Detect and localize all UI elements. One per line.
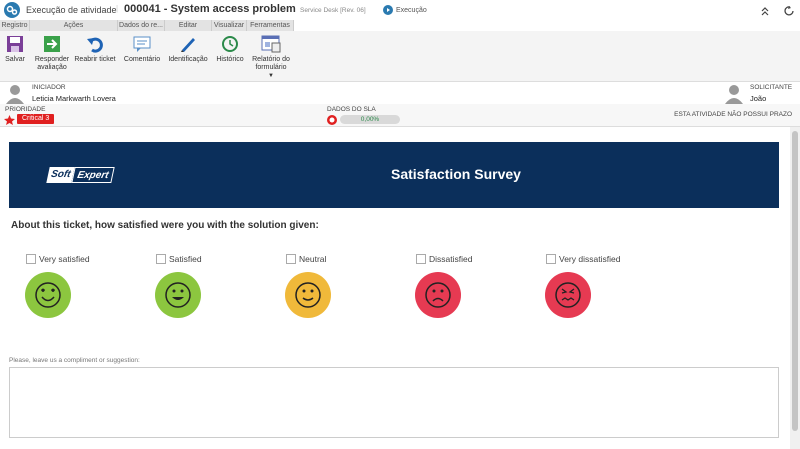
option[interactable]: Neutral [286, 254, 326, 264]
logo-part: Expert [71, 167, 115, 183]
button-label: Responder avaliação [34, 56, 70, 71]
module-name: Execução de atividade [26, 5, 117, 15]
reopen-button[interactable]: Reabrir ticket [74, 33, 116, 79]
toolbar-groups-bg [0, 20, 294, 31]
face-dissatisfied [415, 272, 461, 318]
history-button[interactable]: Histórico [213, 33, 247, 79]
priority-row [0, 104, 800, 127]
face-neutral [285, 272, 331, 318]
status-icon [383, 5, 393, 15]
window-controls[interactable] [760, 5, 796, 17]
ticket-title: 000041 - System access problem [124, 3, 296, 15]
separator: | [116, 4, 119, 13]
suggestion-label: Please, leave us a compliment or suggest… [9, 357, 140, 364]
face-satisfied [155, 272, 201, 318]
button-label: Histórico [216, 56, 244, 63]
priority-badge: Critical 3 [17, 114, 55, 124]
option-label: Very satisfied [39, 254, 90, 264]
form-report-button[interactable]: Relatório do formulário ▼ [249, 33, 293, 79]
toolbar-bg [0, 31, 800, 82]
app-icon [4, 2, 20, 18]
group-label: Registro [0, 20, 30, 31]
survey-banner [9, 142, 779, 208]
initiator-avatar [6, 85, 24, 104]
save-button[interactable]: Salvar [0, 33, 30, 79]
suggestion-textarea[interactable] [9, 367, 779, 438]
initiator-label: INICIADOR [32, 84, 66, 91]
priority-star [4, 115, 15, 125]
requester-label: SOLICITANTE [750, 84, 793, 91]
requester-avatar [725, 85, 743, 104]
scrollbar[interactable] [790, 127, 800, 449]
logo: Soft Expert [46, 167, 115, 183]
option[interactable]: Very satisfied [26, 254, 90, 264]
button-label: Salvar [5, 56, 25, 63]
group-label: Visualizar [212, 20, 247, 31]
group-label: Editar [165, 20, 212, 31]
question: About this ticket, how satisfied were yo… [11, 220, 319, 231]
button-label: Reabrir ticket [74, 56, 116, 63]
button-label: Relatório do formulário [252, 56, 290, 71]
option[interactable]: Dissatisfied [416, 254, 472, 264]
option[interactable]: Satisfied [156, 254, 202, 264]
button-label: Identificação [168, 56, 208, 63]
option-label: Satisfied [169, 254, 202, 264]
option-label: Very dissatisfied [559, 254, 621, 264]
deadline-note: ESTA ATIVIDADE NÃO POSSUI PRAZO [674, 111, 792, 118]
option-label: Dissatisfied [429, 254, 473, 264]
sla-icon [327, 115, 337, 125]
priority-label: PRIORIDADE [5, 106, 46, 113]
sla-label: DADOS DO SLA [327, 106, 376, 113]
group-label: Ações [30, 20, 118, 31]
reply-button[interactable]: Responder avaliação [32, 33, 72, 79]
group-label: Dados do re... [118, 20, 165, 31]
sla-progress: 0,00% [340, 115, 400, 124]
face-very-dissatisfied [545, 272, 591, 318]
status: Execução [396, 7, 427, 14]
survey-title: Satisfaction Survey [391, 166, 521, 182]
logo-part: Soft [46, 167, 76, 183]
group-label: Ferramentas [247, 20, 294, 31]
option[interactable]: Very dissatisfied [546, 254, 620, 264]
button-label: Comentário [123, 56, 161, 63]
comment-button[interactable]: Comentário [120, 33, 164, 79]
option-label: Neutral [299, 254, 327, 264]
requester-name: João [750, 94, 767, 103]
initiator-name: Leticia Markwarth Lovera [32, 94, 116, 103]
face-very-satisfied [25, 272, 71, 318]
process-name: Service Desk [Rev. 06] [300, 7, 366, 14]
identification-button[interactable]: Identificação [166, 33, 210, 79]
